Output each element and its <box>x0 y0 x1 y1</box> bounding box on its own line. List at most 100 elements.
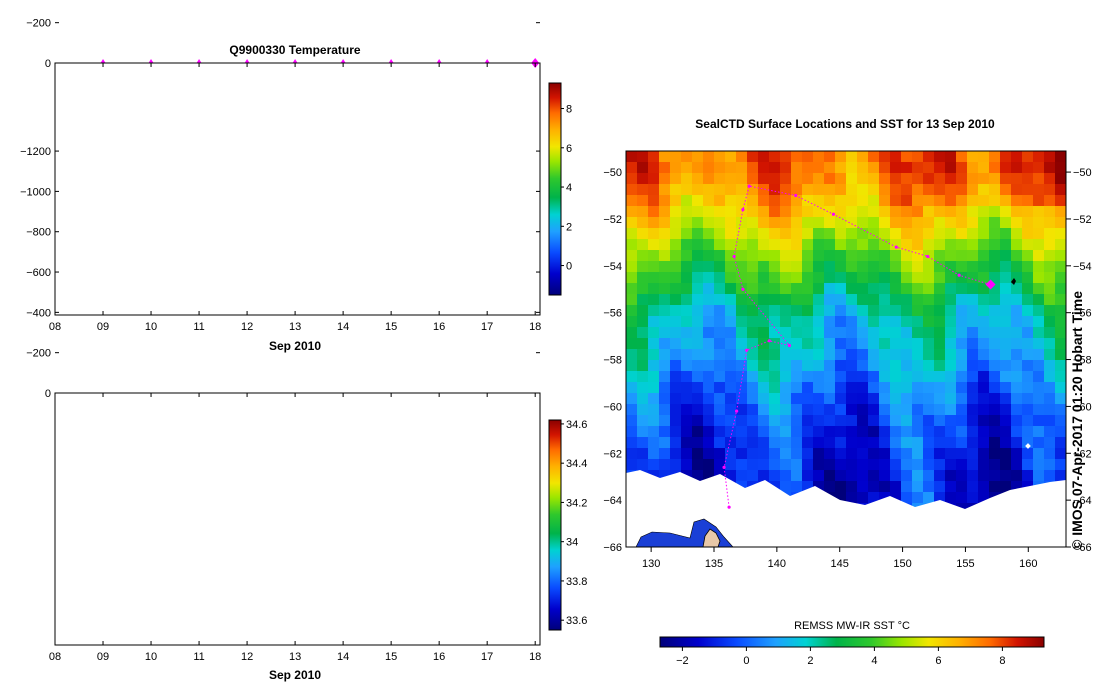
sst-cell <box>967 327 979 339</box>
sst-cell <box>692 162 704 174</box>
x-tick-label: 14 <box>337 321 349 333</box>
lat-tick-label-right: −56 <box>1073 308 1092 320</box>
sst-cell <box>637 371 649 383</box>
x-tick-label: 15 <box>385 321 397 333</box>
sst-cell <box>626 415 638 427</box>
colorbar-tick-label: 33.8 <box>566 576 587 588</box>
sst-cell <box>1055 283 1066 295</box>
sst-cell <box>934 492 946 504</box>
surfacing-marker <box>340 59 346 63</box>
sst-cell <box>813 250 825 262</box>
sst-cell <box>846 437 858 449</box>
sst-cell <box>1033 316 1045 328</box>
sst-cell <box>813 448 825 460</box>
sst-cell <box>681 316 693 328</box>
sst-row <box>626 206 1066 218</box>
sst-cell <box>824 184 836 196</box>
sst-cell <box>736 184 748 196</box>
sst-cell <box>868 470 880 482</box>
sst-cell <box>835 162 847 174</box>
sst-cell <box>1044 349 1056 361</box>
sst-cell <box>956 250 968 262</box>
sst-cell <box>890 393 902 405</box>
sst-cell <box>626 283 638 295</box>
sst-cell <box>901 261 913 273</box>
sst-cell <box>637 459 649 471</box>
sst-cell <box>934 437 946 449</box>
sst-cell <box>934 448 946 460</box>
sst-cell <box>956 415 968 427</box>
sst-cell <box>648 415 660 427</box>
sst-cell <box>714 162 726 174</box>
sst-cell <box>989 261 1001 273</box>
sst-cell <box>714 404 726 416</box>
sst-cell <box>912 272 924 284</box>
sst-row <box>626 316 1066 328</box>
sst-cell <box>857 195 869 207</box>
sst-cell <box>648 327 660 339</box>
sst-cell <box>714 371 726 383</box>
sst-cell <box>912 382 924 394</box>
sst-cell <box>923 151 935 163</box>
sst-cell <box>769 206 781 218</box>
sst-cell <box>692 283 704 295</box>
sst-cell <box>923 316 935 328</box>
sst-cell <box>879 250 891 262</box>
sst-cell <box>714 228 726 240</box>
sst-cell <box>714 184 726 196</box>
sst-cell <box>978 316 990 328</box>
sst-cell <box>747 437 759 449</box>
sst-cell <box>703 272 715 284</box>
sst-cell <box>967 184 979 196</box>
sst-cell <box>1055 316 1066 328</box>
sst-cell <box>956 228 968 240</box>
sst-cell <box>648 184 660 196</box>
sst-row <box>626 283 1066 295</box>
sst-cell <box>879 217 891 229</box>
sst-cell <box>626 195 638 207</box>
sst-cell <box>934 371 946 383</box>
sst-cell <box>901 481 913 493</box>
sst-cell <box>824 272 836 284</box>
sst-cell <box>1044 162 1056 174</box>
sst-cell <box>879 393 891 405</box>
sst-cell <box>967 338 979 350</box>
seal-surface-location <box>957 273 961 277</box>
seal-surface-location <box>767 339 771 343</box>
sst-cell <box>648 459 660 471</box>
sst-cell <box>989 360 1001 372</box>
sst-cell <box>890 261 902 273</box>
sst-cell <box>879 228 891 240</box>
sst-cell <box>835 426 847 438</box>
sst-cell <box>637 217 649 229</box>
sst-cell <box>945 481 957 493</box>
sst-cell <box>1055 393 1066 405</box>
sst-cell <box>978 206 990 218</box>
sst-cell <box>890 492 902 504</box>
sst-cell <box>637 184 649 196</box>
sst-cell <box>978 217 990 229</box>
sst-cell <box>747 371 759 383</box>
surfacing-marker <box>388 59 394 63</box>
sst-cell <box>967 415 979 427</box>
sst-cell <box>1033 250 1045 262</box>
sst-cell <box>835 305 847 317</box>
sst-cell <box>934 338 946 350</box>
x-tick-label: 09 <box>97 651 109 663</box>
sst-cell <box>670 327 682 339</box>
sst-cell <box>1044 206 1056 218</box>
sst-cell <box>901 382 913 394</box>
sst-cell <box>681 239 693 251</box>
sst-cell <box>989 349 1001 361</box>
sst-cell <box>637 426 649 438</box>
sst-cell <box>846 448 858 460</box>
sst-cell <box>813 437 825 449</box>
sst-cell <box>681 360 693 372</box>
sst-cell <box>835 481 847 493</box>
sst-cell <box>1055 294 1066 306</box>
sst-cell <box>659 382 671 394</box>
sst-cell <box>923 470 935 482</box>
sst-cell <box>945 217 957 229</box>
sst-cell <box>1000 404 1012 416</box>
sst-cell <box>703 338 715 350</box>
